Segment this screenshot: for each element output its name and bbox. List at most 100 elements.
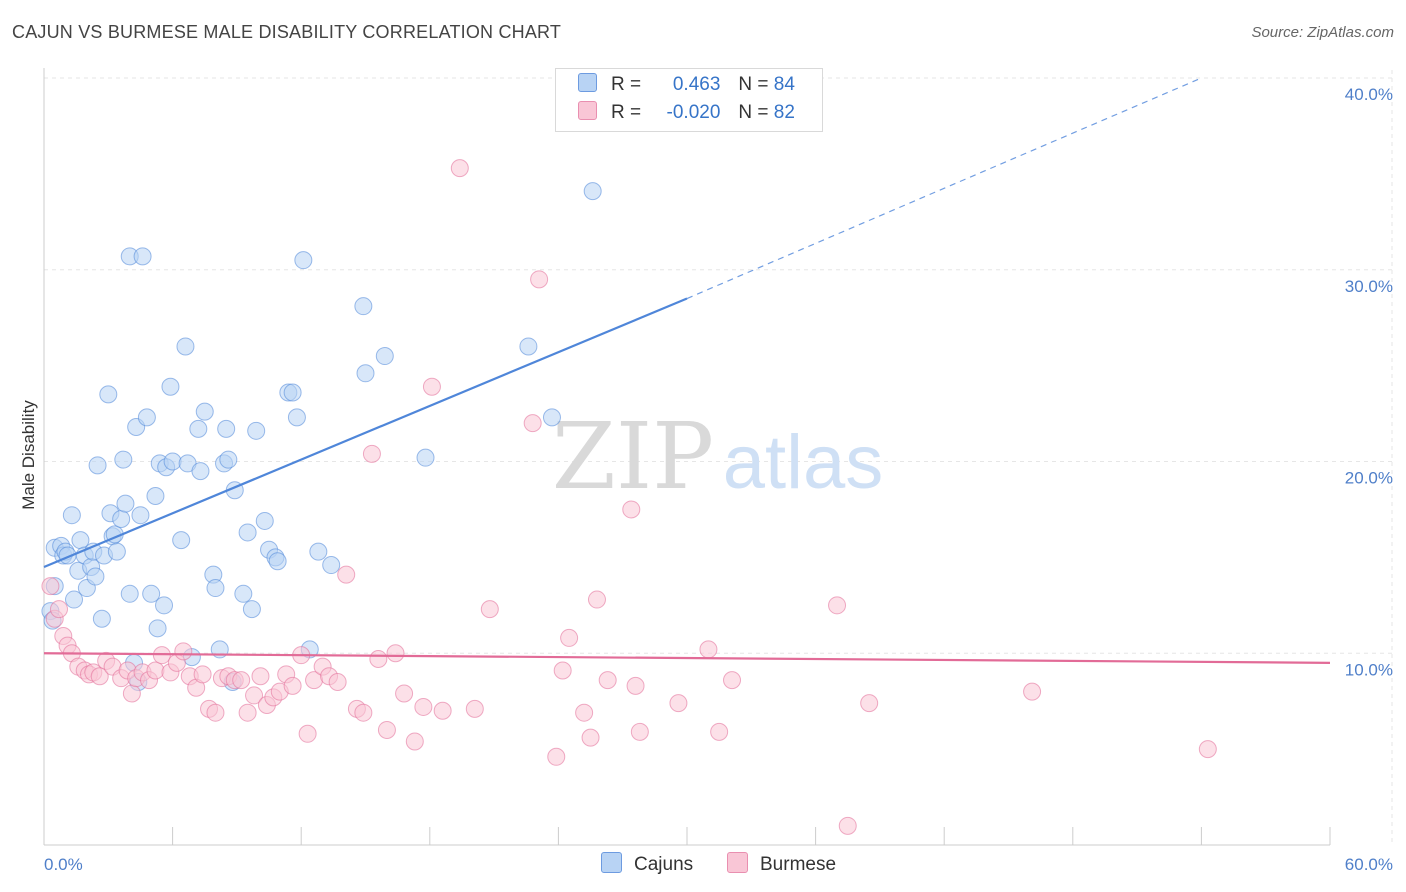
data-point <box>309 542 328 561</box>
data-point <box>283 383 302 402</box>
legend-item-burmese: Burmese <box>727 852 836 876</box>
x-tick-label: 0.0% <box>44 855 83 874</box>
data-point <box>161 377 180 396</box>
data-point <box>519 337 538 356</box>
data-point <box>699 640 718 659</box>
data-point <box>193 665 212 684</box>
data-point <box>386 644 405 663</box>
data-point <box>172 531 191 550</box>
data-point <box>587 590 606 609</box>
correlation-legend: R = 0.463 N = 84 R = -0.020 N = 82 <box>555 68 823 132</box>
data-point <box>41 577 60 596</box>
trend-lines <box>43 77 1331 664</box>
data-point <box>283 676 302 695</box>
data-point <box>174 642 193 661</box>
data-point <box>669 694 688 713</box>
data-point <box>92 609 111 628</box>
data-point <box>433 701 452 720</box>
legend-swatch-burmese <box>578 101 597 120</box>
y-axis-label: Male Disability <box>19 400 38 510</box>
data-point <box>112 510 131 529</box>
series-cajuns <box>41 182 602 692</box>
data-point <box>206 703 225 722</box>
data-points <box>41 159 1217 835</box>
data-point <box>65 590 84 609</box>
data-point <box>560 628 579 647</box>
data-point <box>131 506 150 525</box>
data-point <box>480 600 499 619</box>
legend-label-cajuns: Cajuns <box>634 854 694 875</box>
data-point <box>217 419 236 438</box>
data-point <box>354 703 373 722</box>
grid-lines <box>44 70 1393 845</box>
data-point <box>219 450 238 469</box>
data-point <box>575 703 594 722</box>
legend-r-value: -0.020 <box>666 102 721 123</box>
data-point <box>530 270 549 289</box>
y-tick-label: 30.0% <box>1345 277 1393 296</box>
watermark-atlas: atlas <box>723 420 884 505</box>
data-point <box>163 452 182 471</box>
data-point <box>133 247 152 266</box>
legend-row-burmese: R = -0.020 N = 82 <box>578 101 795 127</box>
data-point <box>581 728 600 747</box>
data-point <box>294 251 313 270</box>
data-point <box>268 552 287 571</box>
data-point <box>146 487 165 506</box>
data-point <box>626 676 645 695</box>
data-point <box>251 667 270 686</box>
data-point <box>598 671 617 690</box>
data-point <box>189 419 208 438</box>
data-point <box>206 579 225 598</box>
legend-r-label: R = <box>611 102 642 123</box>
data-point <box>137 408 156 427</box>
data-point <box>120 584 139 603</box>
data-point <box>523 414 542 433</box>
legend-n-label: N = <box>738 102 769 123</box>
data-point <box>322 556 341 575</box>
data-point <box>232 671 251 690</box>
legend-r-value: 0.463 <box>672 74 721 95</box>
data-point <box>155 596 174 615</box>
data-point <box>860 694 879 713</box>
data-point <box>354 297 373 316</box>
y-tick-label: 20.0% <box>1345 469 1393 488</box>
data-point <box>195 402 214 421</box>
tick-labels: 10.0% 20.0% 30.0% 40.0% 0.0% 60.0% <box>44 85 1393 874</box>
data-point <box>148 619 167 638</box>
series-burmese <box>41 159 1217 835</box>
data-point <box>553 661 572 680</box>
data-point <box>114 450 133 469</box>
data-point <box>88 456 107 475</box>
x-tick-label: 60.0% <box>1345 855 1393 874</box>
data-point <box>176 337 195 356</box>
data-point <box>356 364 375 383</box>
data-point <box>542 408 561 427</box>
data-point <box>62 506 81 525</box>
trend-extension-cajuns <box>686 77 1202 300</box>
data-point <box>377 720 396 739</box>
data-point <box>238 523 257 542</box>
data-point <box>369 650 388 669</box>
data-point <box>828 596 847 615</box>
data-point <box>255 511 274 530</box>
legend-item-cajuns: Cajuns <box>601 852 693 876</box>
data-point <box>405 732 424 751</box>
data-point <box>107 542 126 561</box>
legend-n-value: 84 <box>773 74 795 95</box>
data-point <box>710 722 729 741</box>
data-point <box>1198 740 1217 759</box>
data-point <box>450 159 469 178</box>
data-point <box>395 684 414 703</box>
data-point <box>465 699 484 718</box>
axes <box>43 68 1331 846</box>
data-point <box>142 584 161 603</box>
data-point <box>245 686 264 705</box>
data-point <box>416 448 435 467</box>
data-point <box>90 667 109 686</box>
data-point <box>1023 682 1042 701</box>
watermark: ZIP atlas <box>552 403 883 510</box>
data-point <box>622 500 641 519</box>
legend-swatch-burmese <box>727 852 748 873</box>
